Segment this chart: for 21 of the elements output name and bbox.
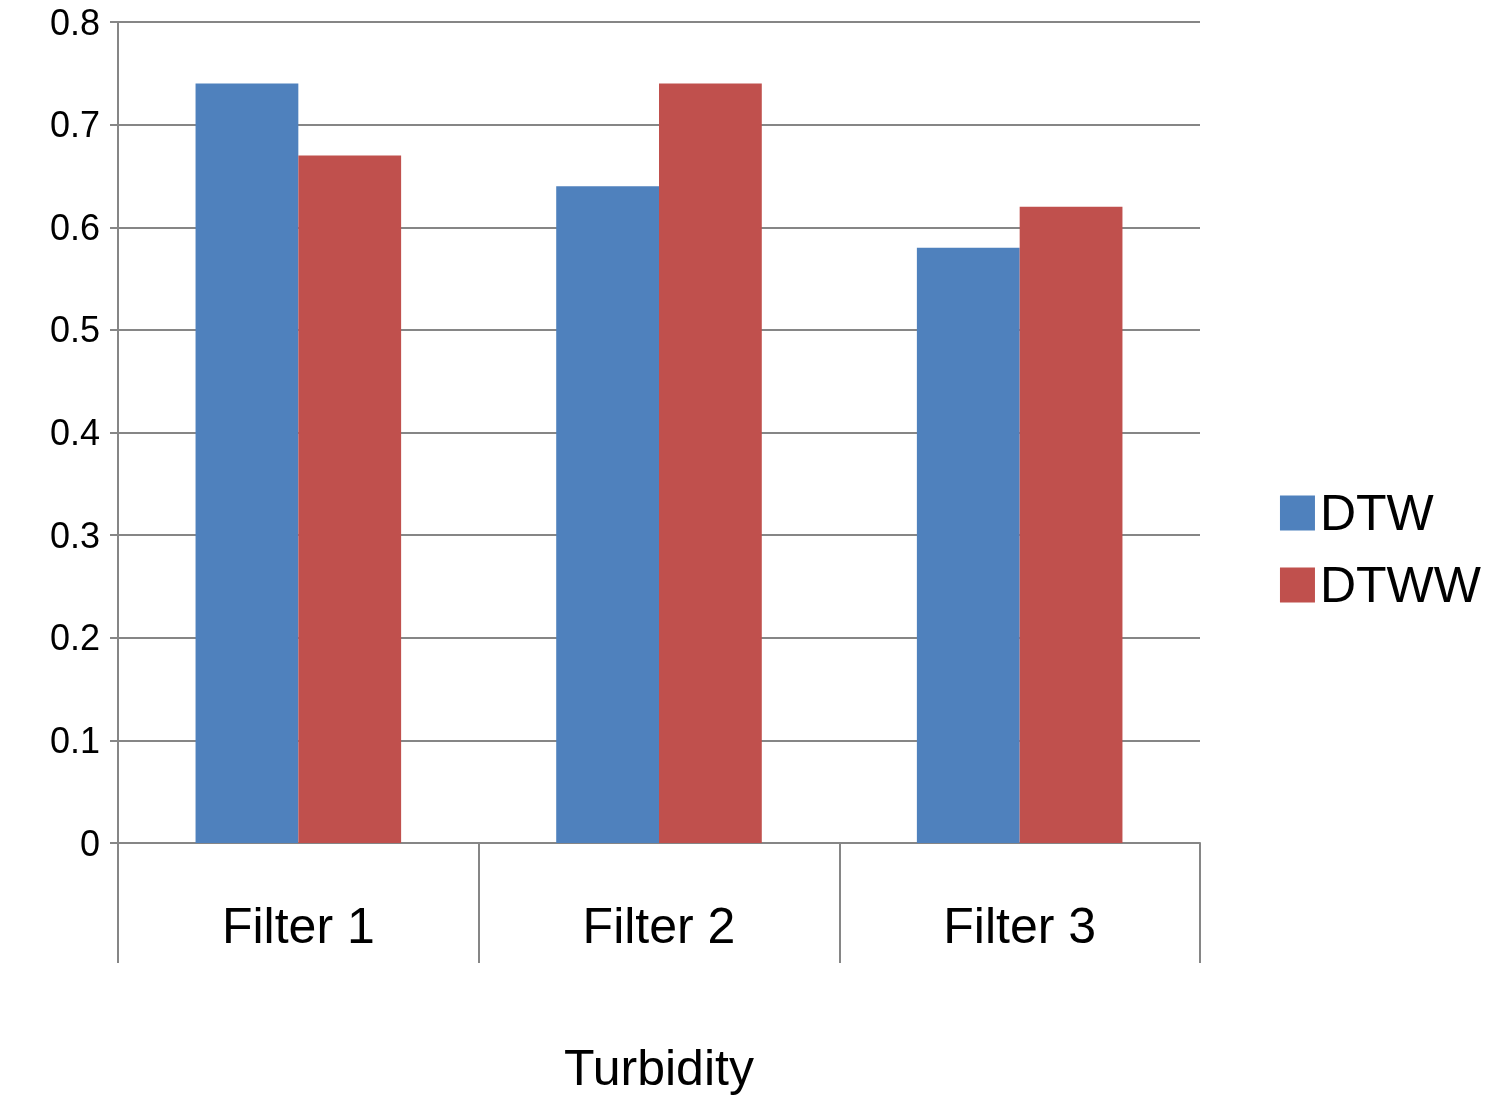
y-tick-label: 0.6 bbox=[49, 206, 100, 248]
y-tick-label: 0.1 bbox=[49, 719, 100, 761]
bar bbox=[298, 155, 402, 843]
bar bbox=[916, 247, 1020, 843]
bar bbox=[1019, 206, 1123, 843]
y-tick-label: 0.3 bbox=[49, 514, 100, 556]
x-tick-label: Filter 2 bbox=[582, 898, 736, 954]
y-tick-label: 0.4 bbox=[49, 412, 100, 453]
y-tick-label: 0.8 bbox=[49, 1, 100, 43]
x-axis-title: Turbidity bbox=[564, 1040, 754, 1096]
legend-label: DTW bbox=[1319, 485, 1435, 541]
bar bbox=[556, 186, 659, 843]
bar bbox=[659, 83, 762, 843]
y-tick-label: 0 bbox=[79, 822, 100, 864]
y-tick-label: 0.7 bbox=[49, 104, 100, 146]
bar bbox=[195, 83, 299, 843]
x-tick-label: Filter 3 bbox=[943, 898, 1097, 954]
legend-label: DTWW bbox=[1319, 557, 1482, 613]
y-tick-label: 0.5 bbox=[49, 309, 100, 351]
x-tick-label: Filter 1 bbox=[221, 898, 375, 954]
y-tick-label: 0.2 bbox=[49, 617, 100, 659]
